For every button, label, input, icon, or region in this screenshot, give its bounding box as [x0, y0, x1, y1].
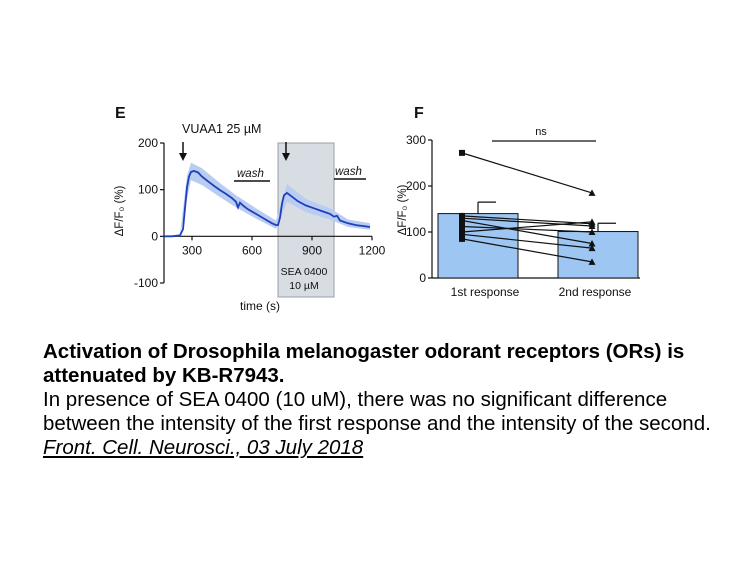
e-x-tick-label: 300	[182, 243, 202, 257]
f-point-first	[459, 217, 465, 224]
f-point-first	[459, 231, 465, 238]
f-point-second	[588, 222, 596, 230]
f-point-first	[459, 235, 465, 242]
f-category-label-2: 2nd response	[559, 285, 632, 299]
f-category-label-1: 1st response	[451, 285, 520, 299]
f-pair-line	[461, 221, 593, 233]
f-pair-line	[461, 152, 593, 194]
f-point-second	[588, 240, 596, 247]
f-y-ticks: 0 100 200 300	[406, 133, 432, 285]
e-x-tick-label: 900	[302, 243, 322, 257]
f-pair-line	[461, 215, 593, 225]
e-x-axis-label: time (s)	[240, 299, 280, 313]
f-pair-line	[461, 217, 593, 227]
f-point-second	[588, 258, 596, 265]
f-pair-line	[461, 219, 593, 245]
e-y-tick-label: 100	[138, 183, 158, 197]
e-x-tick-label: 1200	[359, 243, 386, 257]
mean-trace-line	[164, 170, 371, 238]
f-y-axis-label: ΔF/F₀ (%)	[397, 184, 409, 235]
caption-title: Activation of Drosophila melanogaster od…	[43, 340, 685, 387]
wash-label-2: wash	[335, 166, 362, 178]
e-y-tick-label: 200	[138, 136, 158, 150]
sem-band	[164, 162, 370, 237]
e-y-axis-label: ΔF/F₀ (%)	[114, 185, 126, 236]
f-point-first	[459, 223, 465, 230]
wash-label-1: wash	[237, 168, 264, 180]
f-y-tick-label: 0	[419, 271, 426, 285]
f-pair-line	[461, 233, 593, 249]
f-y-tick-label: 100	[406, 225, 426, 239]
e-y-tick-label: 0	[151, 229, 158, 243]
f-pair-line	[461, 225, 593, 233]
e-y-tick-label: -100	[134, 276, 158, 290]
e-y-ticks: -100 0 100 200	[134, 136, 164, 290]
drug-label-line1: SEA 0400	[281, 266, 328, 278]
f-point-first	[459, 149, 465, 156]
stimulus-arrow-2	[282, 142, 290, 161]
stimulus-arrow-1	[179, 142, 187, 161]
panel-f-label: F	[414, 105, 424, 122]
e-x-tick-label: 600	[242, 243, 262, 257]
drug-box	[277, 142, 335, 298]
f-point-second	[588, 228, 596, 235]
f-bar	[437, 213, 519, 279]
significance-label: ns	[535, 126, 547, 138]
panel-e-label: E	[115, 105, 126, 122]
caption-body: In presence of SEA 0400 (10 uM), there w…	[43, 388, 711, 435]
figure-caption: Activation of Drosophila melanogaster od…	[43, 340, 733, 460]
f-bar	[557, 231, 639, 279]
f-point-second	[588, 218, 596, 225]
panel-f: F ns 0 100 200 300 1st response 2nd respons…	[397, 105, 640, 299]
e-x-ticks: 300 600 900 1200	[182, 236, 386, 257]
f-y-tick-label: 300	[406, 133, 426, 147]
caption-citation[interactable]: Front. Cell. Neurosci., 03 July 2018	[43, 436, 364, 459]
f-pair-line	[461, 238, 593, 263]
f-y-tick-label: 200	[406, 179, 426, 193]
f-point-second	[588, 189, 596, 196]
f-paired-points	[459, 149, 596, 265]
drug-label-line2: 10 µM	[289, 280, 318, 292]
f-point-second	[588, 244, 596, 252]
stimulus-label: VUAA1 25 µM	[182, 122, 261, 136]
